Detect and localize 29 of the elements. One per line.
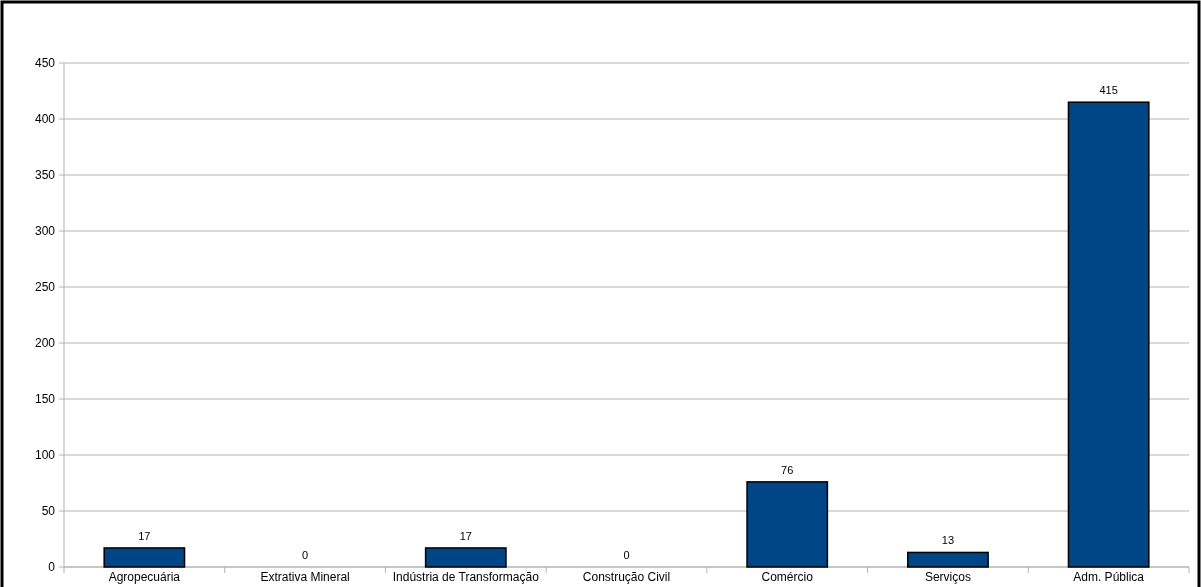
x-tick-label: Agropecuária: [108, 570, 181, 584]
x-tick-label: Adm. Pública: [1073, 570, 1145, 584]
y-tick-label: 0: [48, 560, 56, 575]
bar: [424, 547, 507, 568]
x-tick-label: Extrativa Mineral: [260, 570, 350, 584]
y-tick-label: 150: [34, 392, 56, 407]
y-tick-label: 400: [34, 112, 56, 127]
x-tick-label: Indústria de Transformação: [392, 570, 540, 584]
bar: [746, 481, 829, 568]
bar: [103, 547, 186, 568]
data-label: 17: [459, 529, 472, 542]
data-label: 13: [941, 534, 955, 547]
x-tick-label: Construção Civil: [582, 570, 671, 584]
x-tick-label: Serviços: [924, 570, 971, 584]
bar: [1067, 101, 1150, 568]
data-label: 17: [138, 529, 151, 542]
y-tick-label: 300: [34, 224, 56, 239]
y-tick-label: 350: [34, 168, 56, 183]
data-label: 0: [302, 549, 309, 561]
y-tick-label: 250: [34, 280, 56, 295]
x-tick-label: Comércio: [761, 570, 814, 584]
data-label: 0: [623, 549, 630, 561]
y-tick-label: 200: [34, 336, 56, 351]
y-tick-label: 100: [34, 448, 56, 463]
data-label: 415: [1099, 84, 1118, 97]
bar: [907, 551, 989, 568]
y-tick-label: 450: [34, 56, 56, 71]
y-tick-label: 50: [41, 504, 56, 519]
data-label: 76: [781, 463, 794, 476]
